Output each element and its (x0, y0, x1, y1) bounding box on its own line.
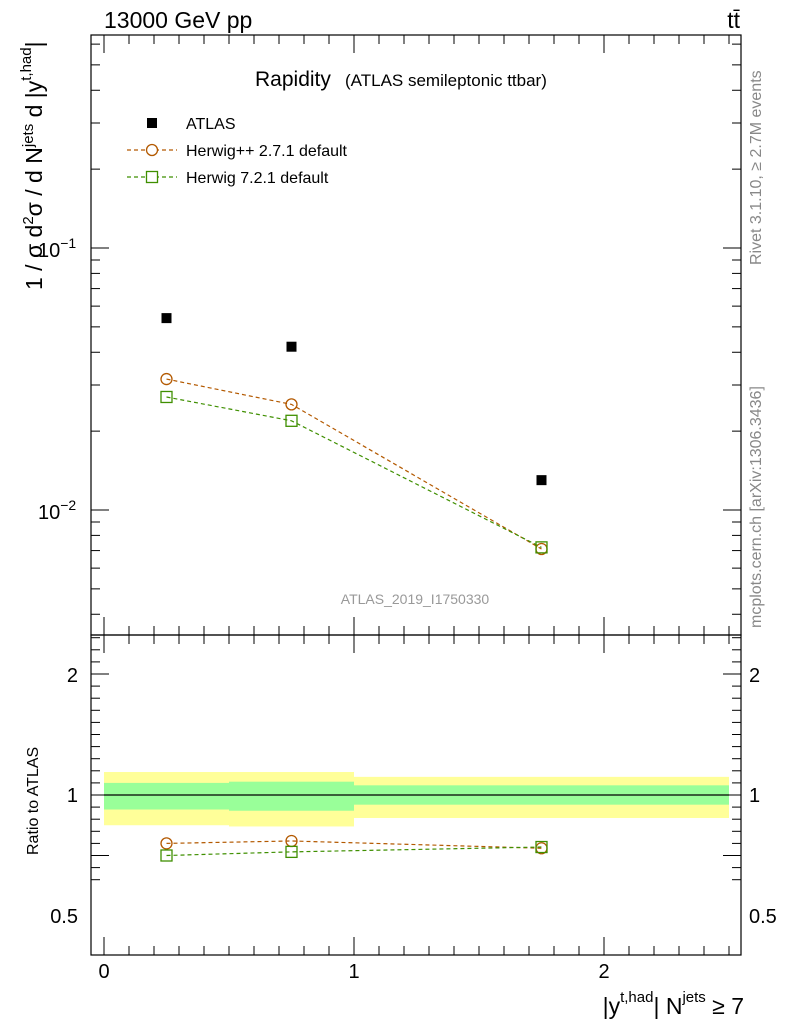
ratio-axis-ticks (91, 635, 741, 955)
ratio-panel: Ratio to ATLAS 2 1 0.5 2 1 0.5 0 1 2 |yt… (25, 634, 777, 1019)
xtick-label-2: 2 (598, 961, 609, 983)
ratio-ytick-label-left-0.5: 0.5 (50, 906, 78, 928)
main-watermark: ATLAS_2019_I1750330 (341, 591, 490, 607)
main-panel: Rapidity (ATLAS semileptonic ttbar) ATLA… (18, 34, 742, 636)
main-ytick-label-1e-1: 10−1 (38, 235, 76, 262)
ratio-point-series0-0 (160, 837, 173, 850)
main-point-series1-1 (285, 398, 298, 411)
main-point-series2-1 (285, 414, 298, 427)
ratio-y-axis-label: Ratio to ATLAS (25, 747, 42, 855)
main-line-1 (166, 378, 542, 550)
legend-herwigpp-marker (145, 143, 159, 157)
ratio-line-0 (166, 840, 542, 849)
ratio-ytick-label-right-1: 1 (749, 785, 760, 807)
main-point-series1-0 (160, 372, 173, 386)
main-title: Rapidity (255, 68, 331, 91)
legend-atlas-marker (147, 118, 157, 128)
main-axis-ticks (91, 35, 741, 635)
ratio-point-series1-2 (535, 840, 548, 854)
ratio-point-series1-1 (285, 845, 298, 859)
legend-herwigpp-label: Herwig++ 2.7.1 default (186, 143, 348, 160)
legend-herwig7-label: Herwig 7.2.1 default (186, 170, 329, 187)
ratio-ytick-label-left-2: 2 (67, 665, 78, 687)
xtick-label-0: 0 (98, 961, 109, 983)
ratio-uncertainty-bands (104, 772, 729, 827)
ratio-band-inner-1 (229, 781, 354, 811)
main-ytick-label-1e-2: 10−2 (38, 497, 76, 524)
main-line-2 (166, 396, 542, 548)
main-y-axis-label: 1 / σ d2σ / d Njets d |yt,had| (18, 41, 47, 290)
legend: ATLAS Herwig++ 2.7.1 default Herwig 7.2.… (127, 116, 348, 187)
ratio-ytick-label-right-2: 2 (749, 665, 760, 687)
main-point-series0-0 (161, 313, 172, 324)
x-axis-label: |yt,had| Njets ≥ 7 (603, 989, 744, 1019)
ratio-point-series1-0 (160, 849, 173, 862)
main-point-series0-2 (536, 475, 547, 486)
rivet-version-label: Rivet 3.1.10, ≥ 2.7M events (748, 70, 765, 265)
legend-atlas-label: ATLAS (186, 116, 236, 133)
ratio-ytick-label-right-0.5: 0.5 (749, 906, 777, 928)
ratio-panel-frame (90, 634, 742, 956)
header-process-label: tt̄ (727, 7, 740, 33)
main-point-series0-1 (286, 341, 297, 352)
xtick-label-1: 1 (348, 961, 359, 983)
legend-herwig7-marker (145, 170, 159, 184)
ratio-band-inner-0 (104, 782, 229, 810)
main-data-layer (160, 313, 548, 556)
ratio-line-1 (166, 846, 542, 857)
main-subtitle: (ATLAS semileptonic ttbar) (345, 71, 547, 90)
mcplots-label: mcplots.cern.ch [arXiv:1306.3436] (748, 386, 765, 628)
main-point-series2-2 (535, 541, 548, 554)
ratio-data-layer (160, 834, 548, 862)
header-energy-label: 13000 GeV pp (104, 7, 252, 33)
ratio-ytick-label-left-1: 1 (67, 785, 78, 807)
main-point-series2-0 (160, 390, 173, 404)
